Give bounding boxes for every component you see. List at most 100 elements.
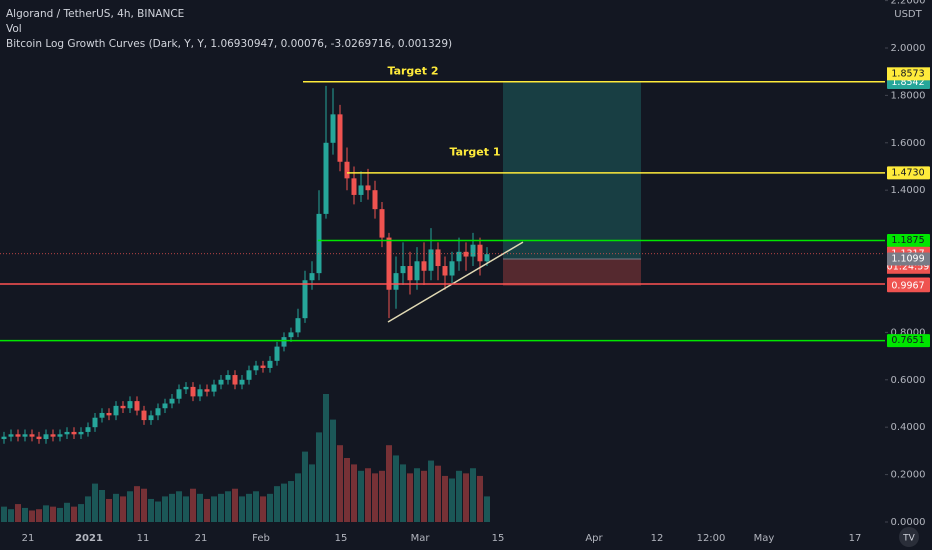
candle-body <box>449 261 455 276</box>
candle-body <box>92 417 98 428</box>
volume-bar <box>120 496 126 522</box>
y-tick-label: 0.0000 <box>891 517 926 528</box>
candle-body <box>386 237 392 290</box>
candle-body <box>176 389 182 399</box>
candle-body <box>456 251 462 262</box>
x-tick-label: 21 <box>195 533 208 544</box>
volume-bar <box>344 458 350 522</box>
volume-bar <box>421 470 427 522</box>
candle-body <box>113 405 119 416</box>
candle-body <box>477 244 483 262</box>
x-tick-label: 12:00 <box>697 533 726 544</box>
x-tick-label: 21 <box>22 533 35 544</box>
volume-bar <box>428 460 434 522</box>
volume-bar <box>393 455 399 522</box>
volume-bar <box>113 493 119 522</box>
candle-body <box>225 375 231 380</box>
candle-body <box>1 436 7 440</box>
volume-bar <box>106 498 112 522</box>
volume-bar <box>190 488 196 522</box>
y-tick-label: 0.4000 <box>891 422 926 433</box>
volume-bar <box>274 486 280 522</box>
volume-bar <box>435 465 441 522</box>
volume-bar <box>155 501 161 522</box>
candle-body <box>302 280 308 319</box>
x-tick-label: Apr <box>585 533 603 544</box>
chart-title: Algorand / TetherUS, 4h, BINANCE <box>6 8 184 20</box>
candle-body <box>295 318 301 333</box>
candle-body <box>253 365 259 371</box>
volume-bar <box>43 505 49 522</box>
stop-label: 0.9967 <box>891 280 924 291</box>
candle-body <box>22 434 28 437</box>
volume-bar <box>92 483 98 522</box>
candle-body <box>372 190 378 210</box>
y-tick-label: 0.6000 <box>891 375 926 386</box>
x-tick-label: 11 <box>137 533 150 544</box>
candle-body <box>99 412 105 418</box>
candle-body <box>50 434 56 437</box>
volume-bar <box>407 473 413 522</box>
volume-bar <box>470 468 476 522</box>
target-label: 1.8542 <box>891 77 924 88</box>
candle-body <box>169 398 175 404</box>
candle-body <box>43 434 49 440</box>
trendline <box>387 241 524 323</box>
candle-body <box>183 386 189 390</box>
y-tick-label: 2.2000 <box>891 0 926 7</box>
x-tick-label: 15 <box>335 533 348 544</box>
volume-bar <box>372 473 378 522</box>
candle-body <box>204 389 210 392</box>
candle-body <box>155 408 161 416</box>
volume-bar <box>456 470 462 522</box>
candle-body <box>316 213 322 274</box>
y-tick-label: 0.8000 <box>891 327 926 338</box>
volume-bar <box>169 493 175 522</box>
y-tick-label: 1.8000 <box>891 90 926 101</box>
candle-body <box>309 273 315 281</box>
candle-body <box>442 266 448 276</box>
price-label-bg <box>887 234 930 248</box>
candle-body <box>274 346 280 361</box>
volume-bar <box>484 496 490 522</box>
volume-bar <box>414 468 420 522</box>
volume-label: Vol <box>6 23 22 35</box>
candle-body <box>393 273 399 290</box>
candle-body <box>379 209 385 238</box>
plot-area: Target 2 Target 1 <box>0 65 885 522</box>
candle-body <box>148 415 154 421</box>
volume-bar <box>29 510 35 522</box>
candle-body <box>260 365 266 368</box>
volume-bar <box>176 491 182 522</box>
candle-body <box>15 434 21 437</box>
logo: TV <box>899 527 919 547</box>
price-axis <box>885 0 932 550</box>
candle-body <box>407 266 413 281</box>
candle-body <box>232 375 238 385</box>
price-label: 1.8573 <box>891 68 924 79</box>
price-label: 0.7651 <box>891 335 924 346</box>
candle-body <box>141 410 147 421</box>
volume-bar <box>316 432 322 522</box>
price-label-bg <box>887 334 930 348</box>
candle-body <box>351 178 357 195</box>
x-tick-label: 12 <box>651 533 664 544</box>
candle-body <box>64 431 70 435</box>
candle-body <box>400 266 406 274</box>
y-tick-label: 2.0000 <box>891 43 926 54</box>
volume-bar <box>232 488 238 522</box>
candle-body <box>435 249 441 267</box>
volume-bar <box>127 491 133 522</box>
price-label: 1.4730 <box>891 167 924 178</box>
volume-bar <box>8 509 14 522</box>
candle-body <box>421 261 427 271</box>
volume-bar <box>260 496 266 522</box>
volume-bar <box>218 493 224 522</box>
candle-body <box>414 261 420 281</box>
candle-body <box>470 244 476 257</box>
candle-body <box>323 142 329 214</box>
volume-bar <box>36 509 42 522</box>
candle-body <box>29 434 35 437</box>
volume-bar <box>50 506 56 522</box>
